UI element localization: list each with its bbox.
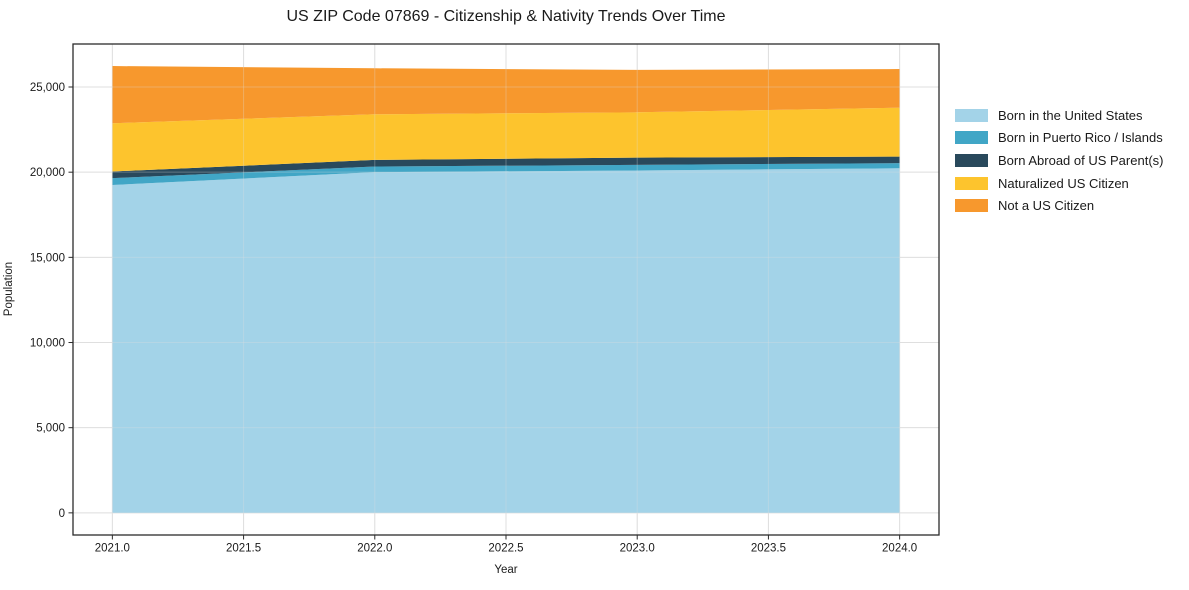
stacked-areas	[112, 66, 900, 513]
legend-item: Born Abroad of US Parent(s)	[955, 149, 1163, 172]
area-series-born-in-the-united-states	[112, 168, 900, 513]
x-tick-label: 2022.0	[357, 543, 392, 555]
y-tick-label: 15,000	[30, 252, 65, 264]
area-series-naturalized-us-citizen	[112, 107, 900, 172]
legend-item: Born in the United States	[955, 104, 1163, 127]
x-tick-label: 2022.5	[488, 543, 523, 555]
chart-title: US ZIP Code 07869 - Citizenship & Nativi…	[286, 8, 726, 25]
x-axis-label: Year	[494, 564, 518, 576]
grid-over	[73, 44, 939, 535]
legend-label: Born in Puerto Rico / Islands	[998, 130, 1163, 146]
x-tick-label: 2021.5	[226, 543, 261, 555]
y-axis-label: Population	[3, 261, 15, 317]
x-tick-label: 2023.5	[751, 543, 786, 555]
x-tick-label: 2021.0	[95, 543, 130, 555]
chart-legend: Born in the United States Born in Puerto …	[955, 104, 1163, 217]
x-tick-label: 2024.0	[882, 543, 917, 555]
y-tick-label: 5,000	[36, 423, 65, 435]
legend-label: Born Abroad of US Parent(s)	[998, 152, 1164, 168]
y-tick-label: 25,000	[30, 82, 65, 94]
axis-ticks: 2021.0 2021.5 2022.0 2022.5 2023.0 2023.5 2024…	[30, 82, 917, 554]
legend-swatch	[955, 131, 988, 145]
legend-label: Naturalized US Citizen	[998, 175, 1129, 191]
legend-swatch	[955, 108, 988, 122]
area-series-born-in-puerto-rico-islands	[112, 163, 900, 185]
legend-swatch	[955, 199, 988, 213]
legend-swatch	[955, 153, 988, 167]
legend-label: Not a US Citizen	[998, 198, 1095, 214]
legend-item: Born in Puerto Rico / Islands	[955, 127, 1163, 150]
y-tick-label: 10,000	[30, 338, 65, 350]
legend-item: Not a US Citizen	[955, 194, 1163, 217]
y-tick-label: 20,000	[30, 167, 65, 179]
area-series-born-abroad-of-us-parent-s-	[112, 156, 900, 179]
legend-label: Born in the United States	[998, 107, 1143, 123]
legend-swatch	[955, 176, 988, 190]
legend-item: Naturalized US Citizen	[955, 172, 1163, 195]
area-series-not-a-us-citizen	[112, 66, 900, 124]
y-tick-label: 0	[59, 508, 65, 520]
x-tick-label: 2023.0	[620, 543, 655, 555]
